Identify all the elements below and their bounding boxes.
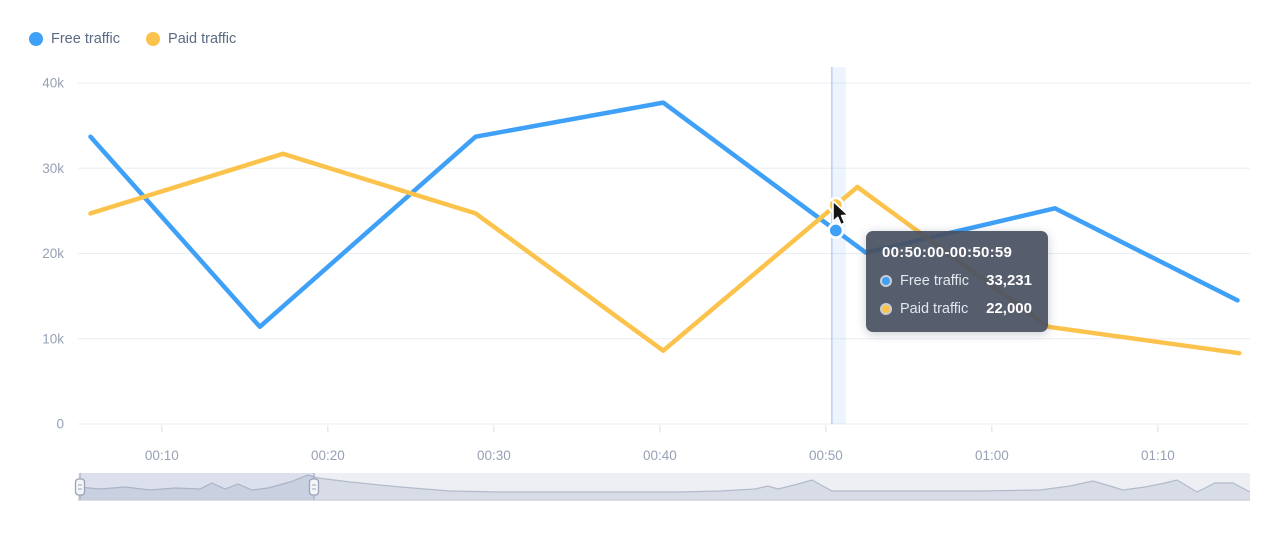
- x-tick-label: 00:40: [643, 448, 677, 463]
- mouse-cursor-icon: [832, 200, 849, 226]
- free-traffic-dot-icon: [882, 276, 890, 285]
- tooltip-series-value: 33,231: [986, 272, 1032, 289]
- series-line-paid-traffic[interactable]: [88, 151, 1242, 356]
- x-tick-label: 00:10: [145, 448, 179, 463]
- tooltip-series-label: Free traffic: [900, 272, 970, 289]
- navigator-right-handle[interactable]: [308, 473, 320, 500]
- free-traffic-dot-icon: [29, 32, 43, 46]
- tooltip-series-label: Paid traffic: [900, 300, 969, 317]
- gridlines: [78, 82, 1250, 425]
- y-tick-label: 20k: [42, 246, 64, 261]
- y-tick-label: 30k: [42, 161, 64, 176]
- navigator-outline: [77, 474, 1251, 493]
- legend-label-paid-traffic: Paid traffic: [168, 31, 237, 47]
- hover-marker-free-traffic: [827, 222, 845, 240]
- navigator-area: [78, 475, 1250, 500]
- y-tick-label: 40k: [42, 76, 64, 91]
- tooltip-time-range: 00:50:00-00:50:59: [882, 244, 1013, 261]
- chart-tooltip: 00:50:00-00:50:59 Free traffic 33,231 Pa…: [866, 231, 1048, 332]
- legend-item-paid-traffic[interactable]: Paid traffic: [146, 31, 236, 47]
- hover-band: [830, 67, 846, 424]
- y-tick-label: 10k: [42, 331, 64, 346]
- x-axis-labels: 00:10 00:20 00:30 00:40 00:50 01:00 01:10: [145, 425, 1175, 463]
- series-line-free-traffic[interactable]: [88, 100, 1240, 330]
- x-tick-label: 01:00: [975, 448, 1009, 463]
- x-tick-label: 00:50: [809, 448, 843, 463]
- x-tick-label: 00:20: [311, 448, 345, 463]
- y-tick-label: 0: [56, 417, 64, 432]
- tooltip-row-paid-traffic: Paid traffic 22,000: [882, 300, 1032, 317]
- y-axis-labels: 40k 30k 20k 10k 0: [42, 76, 64, 432]
- x-tick-label: 00:30: [477, 448, 511, 463]
- navigator-selection[interactable]: [80, 473, 314, 500]
- navigator-left-handle[interactable]: [74, 473, 86, 500]
- legend-item-free-traffic[interactable]: Free traffic: [29, 31, 120, 47]
- tooltip-series-value: 22,000: [986, 300, 1032, 317]
- x-tick-label: 01:10: [1141, 448, 1175, 463]
- paid-traffic-dot-icon: [882, 304, 890, 313]
- chart-legend: Free traffic Paid traffic: [29, 31, 236, 47]
- legend-label-free-traffic: Free traffic: [51, 31, 121, 47]
- tooltip-row-free-traffic: Free traffic 33,231: [882, 272, 1032, 289]
- paid-traffic-dot-icon: [146, 32, 161, 46]
- navigator[interactable]: [74, 473, 1251, 501]
